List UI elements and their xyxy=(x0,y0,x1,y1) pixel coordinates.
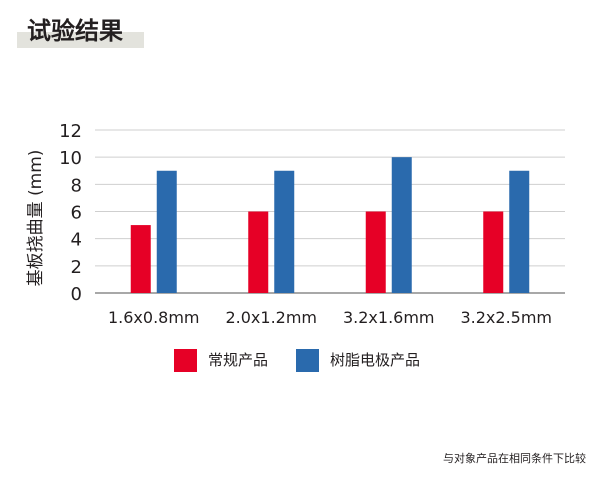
y-tick-label: 0 xyxy=(71,284,82,305)
legend-item-resin-electrode: 树脂电极产品 xyxy=(296,347,420,373)
y-tick-label: 6 xyxy=(71,203,82,224)
x-tick-label: 3.2x1.6mm xyxy=(343,308,435,327)
x-tick-label: 2.0x1.2mm xyxy=(225,308,317,327)
page-title: 试验结果 xyxy=(27,17,123,45)
legend-label-conventional: 常规产品 xyxy=(208,351,269,369)
y-axis-label: 基板挠曲量 (mm) xyxy=(26,150,46,287)
legend-item-conventional: 常规产品 xyxy=(174,347,268,373)
y-tick-label: 10 xyxy=(59,148,82,169)
legend-swatch-conventional xyxy=(174,348,197,372)
x-axis-ticks: 1.6x0.8mm 2.0x1.2mm 3.2x1.6mm 3.2x2.5mm xyxy=(108,308,552,327)
x-tick-label: 1.6x0.8mm xyxy=(108,308,200,327)
y-axis-ticks: 0 2 4 6 8 10 12 xyxy=(59,121,82,305)
bar-resin-electrode xyxy=(391,157,412,293)
bar-resin-electrode xyxy=(509,170,530,293)
chart-bars xyxy=(130,157,530,293)
y-tick-label: 2 xyxy=(71,257,82,278)
bar-conventional xyxy=(248,211,269,293)
bar-conventional xyxy=(483,211,504,293)
y-tick-label: 4 xyxy=(71,230,82,251)
legend-label-resin-electrode: 树脂电极产品 xyxy=(330,351,421,369)
x-tick-label: 3.2x2.5mm xyxy=(460,308,552,327)
bar-conventional xyxy=(365,211,386,293)
bar-resin-electrode xyxy=(156,170,177,293)
footnote: 与对象产品在相同条件下比较 xyxy=(443,452,586,465)
legend-swatch-resin-electrode xyxy=(296,348,319,372)
y-tick-label: 8 xyxy=(71,175,82,196)
y-tick-label: 12 xyxy=(59,121,82,142)
title-underline-band xyxy=(17,32,144,48)
bar-conventional xyxy=(130,225,151,293)
bar-resin-electrode xyxy=(274,170,295,293)
